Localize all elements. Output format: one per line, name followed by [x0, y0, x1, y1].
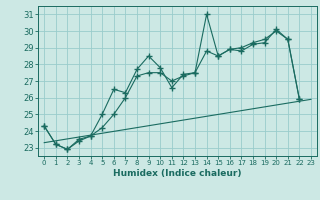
- X-axis label: Humidex (Indice chaleur): Humidex (Indice chaleur): [113, 169, 242, 178]
